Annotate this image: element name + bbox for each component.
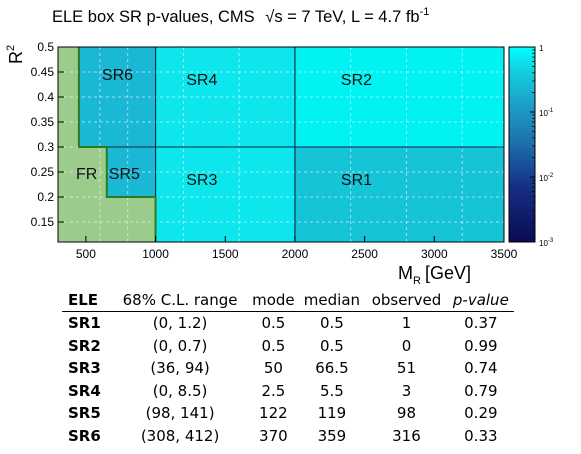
colorbar: [508, 46, 536, 243]
cell-p-value: 0.74: [464, 359, 498, 378]
cell-p-value: 0.37: [464, 314, 498, 333]
table-row: SR5 (98, 141) 122 119 98 0.29: [62, 402, 514, 425]
cell-observed: 98: [396, 404, 417, 423]
table-row: SR6 (308, 412) 370 359 316 0.33: [62, 425, 514, 448]
y-tick-label: 0.35: [31, 115, 55, 129]
x-tick-label: 3500: [491, 247, 518, 261]
cell-observed: 51: [396, 359, 417, 378]
cell-range: (36, 94): [150, 359, 210, 378]
region-label-sr5: SR5: [109, 166, 140, 183]
cell-median: 119: [317, 404, 347, 423]
header-median: median: [298, 289, 366, 312]
cell-median: 0.5: [319, 314, 344, 333]
cell-mode: 0.5: [261, 336, 286, 355]
sqrt-symbol: √: [265, 8, 275, 26]
cell-observed: 1: [401, 314, 412, 333]
region-label-sr2: SR2: [341, 72, 372, 89]
cell-median: 0.5: [319, 336, 344, 355]
y-tick-label: 0.25: [31, 165, 55, 179]
fr-boundary: [77, 47, 157, 242]
cell-range: (0, 1.2): [152, 314, 208, 333]
table-header-row: ELE 68% C.L. range mode median observed …: [62, 289, 514, 312]
cell-median: 5.5: [319, 381, 344, 400]
x-tick-label: 1500: [212, 247, 239, 261]
chart-title-energy: s = 7 TeV: [274, 8, 343, 26]
chart-title-lumi-exp: -1: [420, 6, 430, 18]
cell-range: (0, 8.5): [152, 381, 208, 400]
region-sr3: [155, 147, 295, 242]
table-row: SR2 (0, 0.7) 0.5 0.5 0 0.99: [62, 335, 514, 358]
cell-mode: 370: [259, 426, 288, 445]
cell-p-value: 0.29: [464, 404, 498, 423]
x-axis-label: MR [GeV]: [398, 263, 471, 287]
header-mode: mode: [248, 289, 299, 312]
x-tick-label: 3000: [421, 247, 448, 261]
cell-range: (0, 0.7): [152, 336, 208, 355]
header-p-value: p-value: [447, 289, 514, 312]
y-tick-label: 0.3: [37, 140, 54, 154]
heatmap-chart: ELE box SR p-values, CMS √s = 7 TeV, L =…: [5, 6, 554, 287]
cell-range: (98, 141): [145, 404, 215, 423]
region-label-sr6: SR6: [102, 67, 133, 84]
x-tick-label: 1000: [142, 247, 169, 261]
chart-title-lumi: L = 4.7 fb: [351, 8, 420, 26]
table-row: SR4 (0, 8.5) 2.5 5.5 3 0.79: [62, 380, 514, 403]
colorbar-tick-label: 10-1: [539, 108, 554, 118]
y-tick-label: 0.45: [31, 65, 55, 79]
y-axis-label-sup: 2: [5, 45, 17, 51]
x-axis-label-unit: [GeV]: [425, 263, 471, 283]
header-observed: observed: [365, 289, 448, 312]
cell-region: SR1: [68, 314, 101, 333]
y-tick-label: 0.4: [37, 90, 54, 104]
cell-mode: 122: [259, 404, 288, 423]
chart-title: ELE box SR p-values, CMS √s = 7 TeV, L =…: [52, 6, 429, 26]
region-label-sr4: SR4: [186, 72, 217, 89]
cell-median: 66.5: [315, 359, 349, 378]
cell-range: (308, 412): [140, 426, 220, 445]
cell-region: SR6: [68, 426, 101, 445]
y-tick-label: 0.15: [31, 215, 55, 229]
y-tick-label: 0.2: [37, 190, 54, 204]
cell-mode: 50: [263, 359, 283, 378]
cell-mode: 0.5: [261, 314, 286, 333]
cell-p-value: 0.99: [464, 336, 498, 355]
x-axis-label-sub: R: [413, 275, 421, 287]
cell-observed: 0: [401, 336, 412, 355]
cell-observed: 316: [392, 426, 421, 445]
region-labels: SR1 SR2 SR3 SR4 SR5 SR6 FR: [76, 67, 372, 189]
colorbar-ticks: 1 10-1 10-2 10-3: [530, 44, 554, 248]
table-row: SR1 (0, 1.2) 0.5 0.5 1 0.37: [62, 312, 514, 335]
y-axis-label: R2: [5, 45, 26, 64]
colorbar-tick-label: 10-2: [539, 173, 554, 183]
cell-mode: 2.5: [261, 381, 286, 400]
cell-region: SR3: [68, 359, 101, 378]
region-label-sr1: SR1: [341, 172, 372, 189]
colorbar-tick-label: 1: [539, 44, 544, 53]
cell-region: SR2: [68, 336, 101, 355]
x-tick-label: 500: [76, 247, 96, 261]
axes-layer: 500 1000 1500 2000 2500 3000 3500 0.15 0.2 0.25 0.…: [31, 40, 518, 261]
fr-label: FR: [76, 166, 97, 183]
cell-p-value: 0.79: [464, 381, 498, 400]
cell-observed: 3: [401, 381, 412, 400]
header-cl-range: 68% C.L. range: [112, 289, 249, 312]
header-ele: ELE: [62, 289, 112, 312]
region-label-sr3: SR3: [186, 172, 217, 189]
y-tick-label: 0.5: [37, 40, 54, 54]
region-sr1: [294, 147, 504, 242]
table-row: SR3 (36, 94) 50 66.5 51 0.74: [62, 357, 514, 380]
cell-median: 359: [317, 426, 347, 445]
colorbar-tick-label: 10-3: [539, 238, 554, 248]
x-tick-label: 2500: [351, 247, 378, 261]
cell-region: SR4: [68, 381, 101, 400]
x-tick-label: 2000: [282, 247, 309, 261]
cell-p-value: 0.33: [464, 426, 498, 445]
results-table: ELE 68% C.L. range mode median observed …: [62, 289, 514, 447]
chart-title-main: ELE box SR p-values, CMS: [52, 8, 255, 26]
plot-frame: [57, 46, 505, 243]
regions-layer: [58, 47, 504, 242]
cell-region: SR5: [68, 404, 101, 423]
